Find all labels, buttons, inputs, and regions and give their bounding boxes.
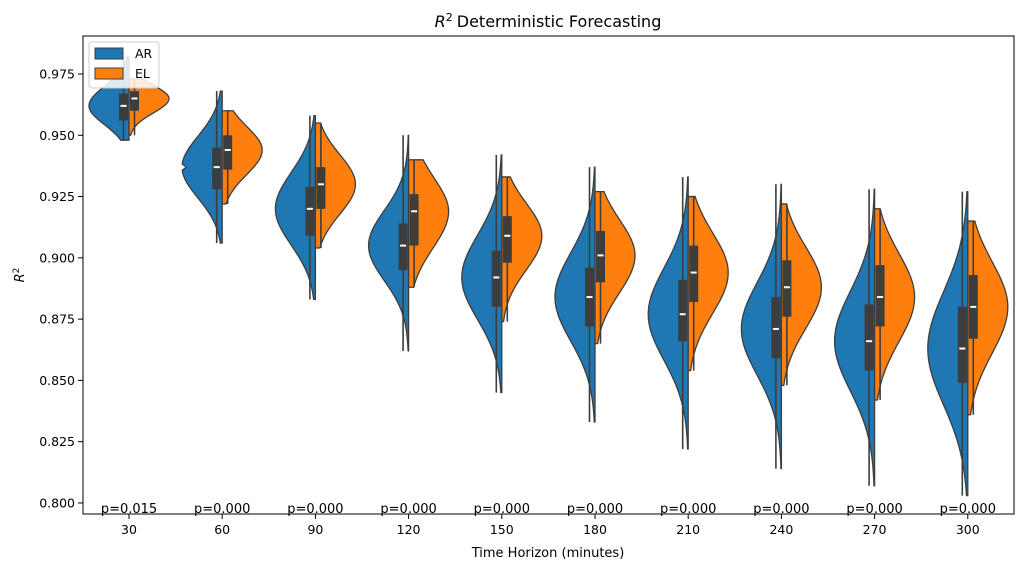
ar-inner-box	[212, 147, 222, 190]
x-tick-label: 270	[863, 522, 887, 537]
y-tick-label: 0.900	[39, 250, 75, 265]
y-axis: 0.800 0.825 0.850 0.875 0.900 0.925 0.950 0.975	[39, 66, 83, 510]
violin-half-el	[967, 220, 1009, 416]
el-inner-box	[782, 260, 792, 317]
violin-half-el	[780, 203, 823, 386]
el-inner-box	[409, 194, 419, 246]
p-value-label: p=0.000	[567, 502, 623, 517]
y-tick-label: 0.800	[39, 495, 75, 510]
y-axis-title: R2	[12, 268, 28, 283]
ar-inner-box	[678, 279, 688, 342]
el-inner-box	[875, 265, 885, 327]
legend-label-el: EL	[135, 66, 150, 81]
y-tick-label: 0.975	[39, 66, 75, 81]
el-inner-box	[316, 167, 326, 209]
legend-swatch-ar	[94, 47, 124, 60]
p-value-label: p=0.000	[753, 502, 809, 517]
title-r-symbol: R	[435, 12, 446, 31]
ar-inner-box	[491, 250, 501, 307]
legend-label-ar: AR	[135, 46, 153, 61]
x-tick-label: 300	[956, 522, 980, 537]
ar-inner-box	[771, 297, 781, 359]
legend-swatch-el	[94, 67, 124, 80]
violin-half-el	[221, 110, 263, 205]
p-value-label: p=0.000	[846, 502, 902, 517]
title-superscript: 2	[446, 11, 453, 24]
el-inner-box	[130, 91, 139, 111]
x-tick-label: 150	[490, 522, 514, 537]
x-tick-label: 240	[769, 522, 793, 537]
p-value-label: p=0.000	[474, 502, 530, 517]
p-value-label: p=0.000	[287, 502, 343, 517]
x-tick-label: 90	[307, 522, 323, 537]
chart-title: R2 Deterministic Forecasting	[435, 11, 662, 31]
ar-inner-box	[957, 306, 967, 383]
y-tick-label: 0.850	[39, 373, 75, 388]
el-inner-box	[223, 135, 233, 170]
violin-half-el	[873, 208, 916, 401]
ar-inner-box	[864, 304, 874, 371]
p-value-label: p=0.000	[940, 502, 996, 517]
el-inner-box	[502, 216, 512, 263]
ar-inner-box	[119, 93, 128, 121]
x-tick-label: 60	[214, 522, 230, 537]
p-value-label: p=0.000	[660, 502, 716, 517]
plot-frame	[82, 35, 1015, 515]
y-axis-title-superscript: 2	[12, 268, 22, 274]
y-tick-label: 0.825	[39, 434, 75, 449]
y-axis-title-r: R	[13, 273, 28, 282]
y-tick-label: 0.925	[39, 189, 75, 204]
x-tick-label: 180	[583, 522, 607, 537]
y-tick-label: 0.875	[39, 312, 75, 327]
violin-half-el	[594, 191, 636, 345]
el-inner-box	[689, 245, 699, 302]
ar-inner-box	[398, 223, 408, 271]
ar-inner-box	[305, 186, 315, 236]
violin-half-el	[687, 195, 729, 372]
x-axis-title: Time Horizon (minutes)	[471, 546, 625, 561]
plot-area: p=0.015 p=0.000 p=0.000 p=0.000 p=0.000 p=0.0…	[88, 56, 1009, 517]
y-tick-label: 0.950	[39, 128, 75, 143]
x-axis: 30 60 90 120 150 180 210 240 270 300	[121, 514, 980, 537]
x-tick-label: 120	[397, 522, 421, 537]
violin-half-el	[501, 176, 543, 323]
title-text: Deterministic Forecasting	[457, 12, 662, 31]
p-value-label: p=0.015	[101, 502, 157, 517]
p-value-label: p=0.000	[194, 502, 250, 517]
p-value-label: p=0.000	[380, 502, 436, 517]
x-tick-label: 210	[676, 522, 700, 537]
violin-half-el	[407, 159, 450, 288]
violin-half-ar	[181, 90, 223, 244]
violin-half-ar	[274, 115, 317, 301]
violin-half-el	[314, 122, 357, 249]
x-tick-label: 30	[121, 522, 137, 537]
el-inner-box	[596, 230, 605, 283]
violin-half-ar	[461, 154, 503, 394]
legend: AR EL	[88, 41, 160, 89]
